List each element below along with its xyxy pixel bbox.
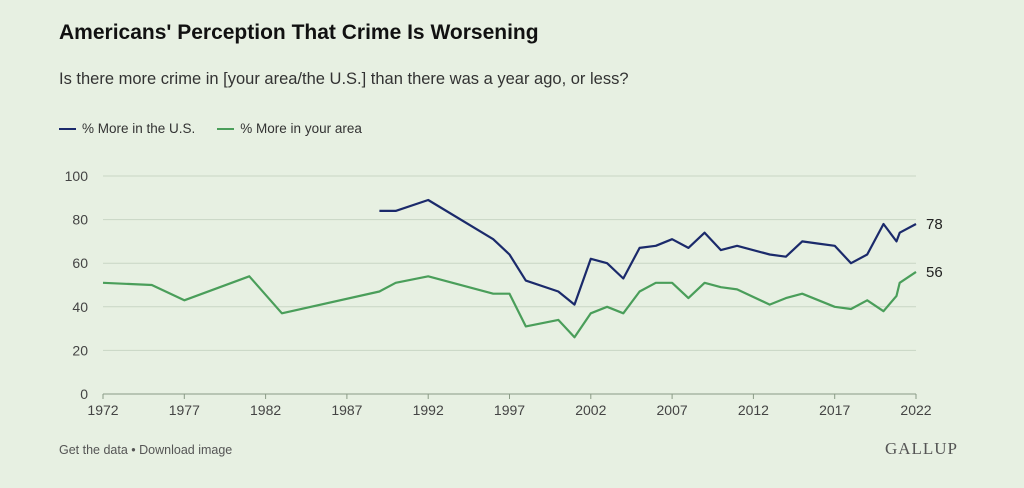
series-line-us (379, 198, 917, 306)
y-tick-label-80: 80 (72, 212, 88, 228)
x-tick-label-1997: 1997 (494, 402, 525, 418)
x-tick-label-2022: 2022 (900, 402, 931, 418)
legend: % More in the U.S. % More in your area (59, 121, 384, 136)
legend-item-us: % More in the U.S. (59, 121, 195, 136)
axis-tick-labels: 0 20 40 60 80 100 1972 1977 1982 1987 1992 1997 2002… (65, 168, 932, 418)
footer-separator: • (127, 443, 140, 457)
chart-title: Americans' Perception That Crime Is Wors… (59, 21, 539, 44)
x-tick-label-2012: 2012 (738, 402, 769, 418)
x-tick-label-1992: 1992 (413, 402, 444, 418)
x-tick-label-2007: 2007 (657, 402, 688, 418)
legend-swatch-us (59, 127, 76, 130)
get-data-link[interactable]: Get the data (59, 443, 128, 457)
legend-label-us: % More in the U.S. (82, 121, 196, 136)
y-tick-label-40: 40 (72, 299, 88, 315)
x-tick-label-2017: 2017 (819, 402, 850, 418)
x-tick-label-1987: 1987 (331, 402, 362, 418)
end-label-area: 56 (926, 264, 943, 281)
footer-links: Get the data • Download image (59, 443, 232, 457)
series-line-area (102, 270, 917, 339)
gridlines (102, 175, 917, 399)
legend-swatch-area (217, 127, 235, 130)
series-lines (102, 198, 917, 339)
x-tick-label-2002: 2002 (575, 402, 606, 418)
gallup-logo: GALLUP (884, 439, 958, 458)
x-tick-label-1982: 1982 (250, 402, 281, 418)
x-tick-label-1972: 1972 (87, 402, 118, 418)
legend-label-area: % More in your area (240, 121, 362, 136)
chart-subtitle: Is there more crime in [your area/the U.… (59, 70, 629, 88)
end-label-us: 78 (926, 216, 943, 233)
y-tick-label-20: 20 (72, 342, 88, 358)
y-tick-label-100: 100 (65, 168, 89, 184)
download-image-link[interactable]: Download image (139, 443, 233, 457)
y-tick-label-60: 60 (72, 255, 88, 271)
end-labels: 78 56 (926, 216, 943, 281)
legend-item-area: % More in your area (217, 121, 362, 136)
y-tick-label-0: 0 (80, 386, 88, 402)
x-tick-label-1977: 1977 (169, 402, 200, 418)
